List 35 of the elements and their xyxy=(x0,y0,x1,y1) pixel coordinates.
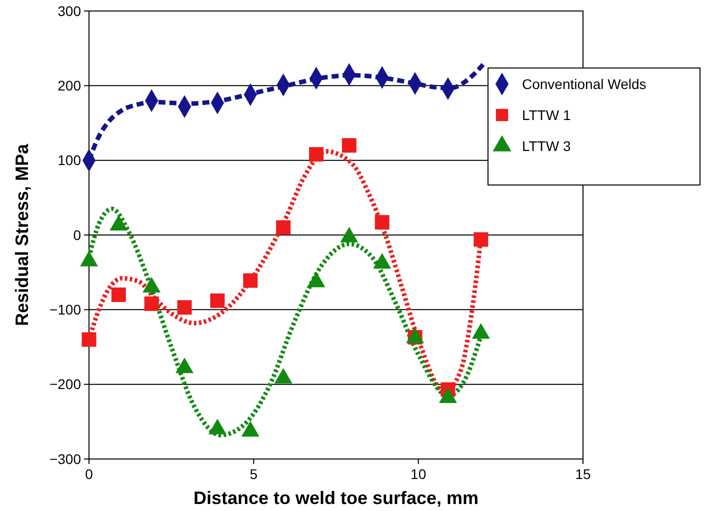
point xyxy=(374,215,390,230)
y-tick-label: −100 xyxy=(49,302,82,318)
point xyxy=(241,420,260,437)
point xyxy=(276,220,291,235)
point xyxy=(243,273,258,288)
y-tick-label: −200 xyxy=(49,376,82,392)
y-tick-label: 0 xyxy=(73,226,82,243)
point xyxy=(208,418,226,434)
point xyxy=(307,272,326,288)
point xyxy=(308,147,324,162)
point xyxy=(111,287,126,302)
point xyxy=(176,358,194,374)
point xyxy=(472,323,490,339)
x-axis-title: Distance to weld toe surface, mm xyxy=(193,488,479,508)
point xyxy=(438,387,457,403)
legend-label: LTTW 3 xyxy=(522,138,571,154)
legend-label: LTTW 1 xyxy=(522,106,571,123)
point xyxy=(144,296,159,311)
point xyxy=(474,232,488,247)
point xyxy=(210,293,225,308)
y-axis-title: Residual Stress, MPa xyxy=(12,142,32,326)
y-tick-label: 100 xyxy=(58,152,82,168)
x-tick-label: 0 xyxy=(85,466,94,482)
legend-label: Conventional Welds xyxy=(522,76,646,92)
x-tick-label: 5 xyxy=(250,466,258,482)
y-tick-label: 300 xyxy=(58,2,82,19)
point xyxy=(373,252,392,269)
x-tick-label: 10 xyxy=(410,466,426,482)
y-tick-label: 200 xyxy=(58,78,82,94)
y-tick-label: −300 xyxy=(49,450,82,467)
point xyxy=(274,368,292,384)
point xyxy=(80,250,98,266)
point xyxy=(342,138,356,153)
point xyxy=(142,276,161,292)
x-tick-label: 15 xyxy=(575,466,591,482)
